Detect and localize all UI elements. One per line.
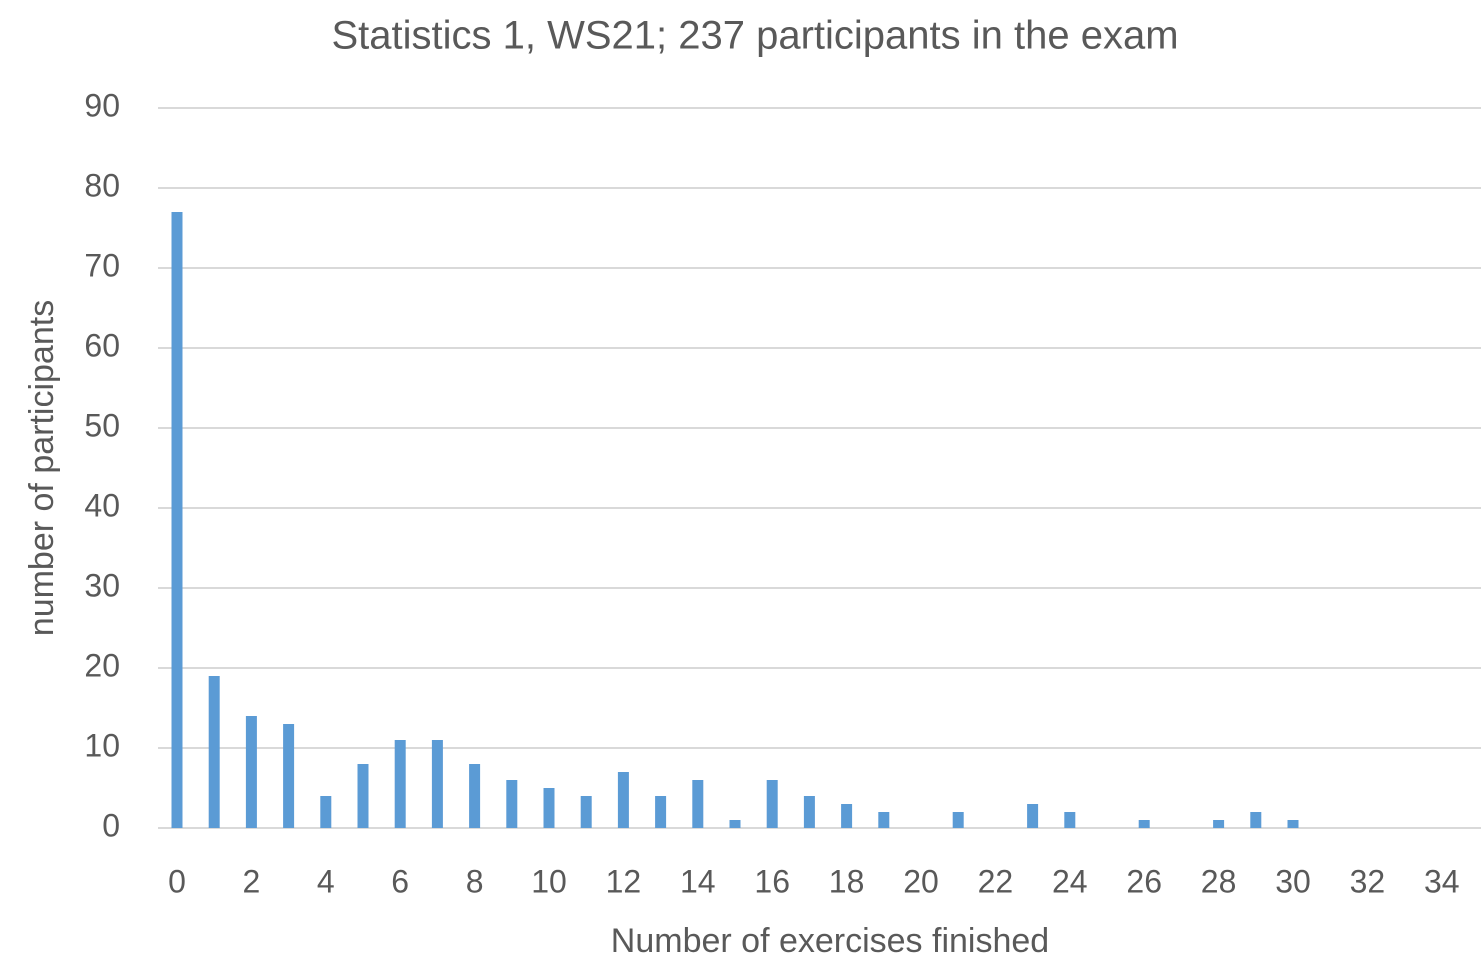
- x-tick-label: 22: [978, 863, 1014, 899]
- bar: [617, 772, 629, 828]
- bar: [320, 796, 332, 828]
- bar: [543, 788, 555, 828]
- x-tick-label: 28: [1201, 863, 1237, 899]
- bar: [469, 764, 481, 828]
- bar: [394, 740, 406, 828]
- y-tick-label: 60: [84, 327, 120, 363]
- x-tick-label: 16: [754, 863, 790, 899]
- x-tick-label: 20: [903, 863, 939, 899]
- x-tick-label: 8: [466, 863, 484, 899]
- y-tick-label: 40: [84, 487, 120, 523]
- bar: [283, 724, 295, 828]
- bar: [580, 796, 592, 828]
- bar: [431, 740, 443, 828]
- bar: [1138, 820, 1150, 828]
- y-tick-label: 0: [102, 807, 120, 843]
- bar: [208, 676, 220, 828]
- x-tick-label: 4: [317, 863, 335, 899]
- x-axis-title: Number of exercises finished: [611, 922, 1049, 960]
- x-tick-label: 14: [680, 863, 716, 899]
- bar: [357, 764, 369, 828]
- bar: [952, 812, 964, 828]
- bar: [878, 812, 890, 828]
- x-tick-label: 10: [531, 863, 567, 899]
- x-tick-label: 32: [1350, 863, 1386, 899]
- bar: [729, 820, 741, 828]
- x-tick-label: 26: [1126, 863, 1162, 899]
- x-tick-label: 6: [391, 863, 409, 899]
- y-tick-label: 30: [84, 567, 120, 603]
- bar: [1064, 812, 1076, 828]
- bar: [692, 780, 704, 828]
- x-tick-label: 18: [829, 863, 865, 899]
- bar: [766, 780, 778, 828]
- bar: [171, 212, 183, 828]
- x-tick-label: 24: [1052, 863, 1088, 899]
- x-tick-label: 2: [243, 863, 261, 899]
- bar: [1287, 820, 1299, 828]
- y-tick-label: 80: [84, 167, 120, 203]
- bar: [1213, 820, 1225, 828]
- y-tick-label: 70: [84, 247, 120, 283]
- x-tick-label: 34: [1424, 863, 1460, 899]
- y-tick-label: 90: [84, 87, 120, 123]
- x-tick-label: 0: [168, 863, 186, 899]
- bar: [506, 780, 518, 828]
- x-tick-label: 12: [606, 863, 642, 899]
- bar: [1027, 804, 1039, 828]
- y-tick-label: 50: [84, 407, 120, 443]
- bar: [655, 796, 667, 828]
- y-axis-title: number of participants: [23, 300, 61, 636]
- bar: [245, 716, 257, 828]
- y-tick-label: 10: [84, 727, 120, 763]
- y-tick-label: 20: [84, 647, 120, 683]
- chart-title: Statistics 1, WS21; 237 participants in …: [331, 14, 1178, 58]
- x-tick-label: 30: [1275, 863, 1311, 899]
- bar: [1250, 812, 1262, 828]
- bar: [803, 796, 815, 828]
- bar: [841, 804, 853, 828]
